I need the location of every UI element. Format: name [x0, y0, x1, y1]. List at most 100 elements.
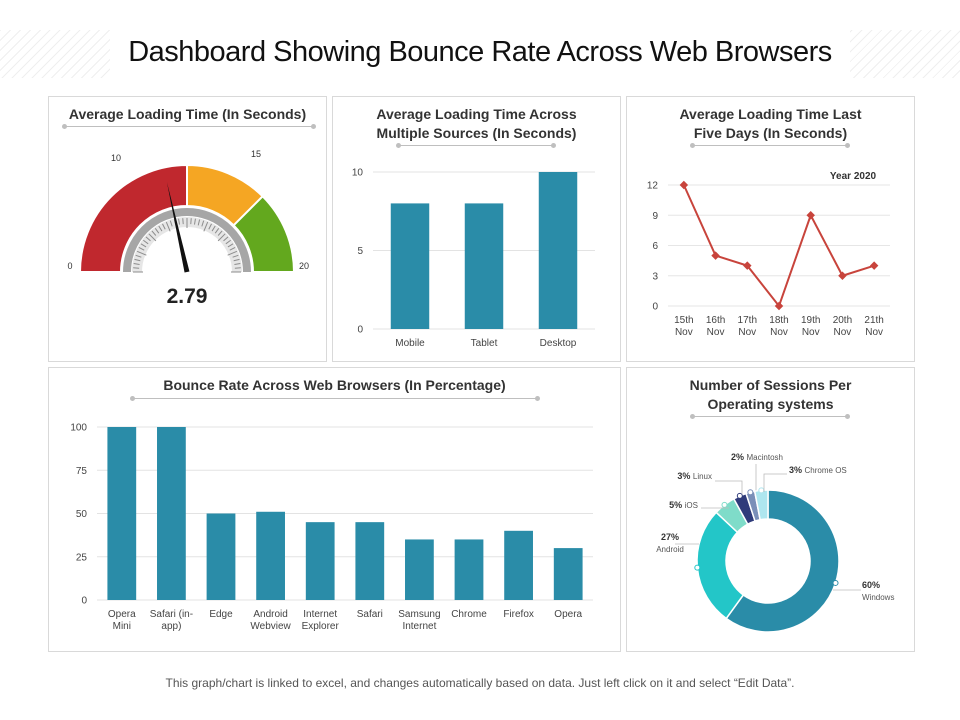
os-slice-marker	[694, 564, 701, 571]
days-xtick-label: Nov	[738, 327, 756, 338]
gauge-tick	[232, 254, 239, 258]
days-xtick-label: Nov	[675, 327, 693, 338]
sources-bar	[538, 172, 578, 329]
days-title: Average Loading Time Last Five Days (In …	[627, 105, 914, 143]
gauge-needle	[166, 182, 190, 273]
gauge-panel[interactable]: Average Loading Time (In Seconds) 0 10 15 2…	[48, 96, 327, 362]
days-line-chart[interactable]: 03691215thNov16thNov17thNov18thNov19thNo…	[627, 97, 914, 361]
bounce-xtick-label: Safari (in-	[150, 609, 193, 620]
gauge-tick	[135, 254, 142, 258]
days-xtick-label: Nov	[770, 327, 788, 338]
gauge-inner-ring	[123, 208, 251, 273]
days-legend: Year 2020	[830, 171, 877, 182]
os-slice-pct: 27%	[661, 532, 679, 542]
days-point	[711, 251, 720, 260]
days-point	[838, 271, 847, 280]
gauge-scale-label: 15	[251, 149, 261, 159]
os-panel[interactable]: Number of Sessions Per Operating systems…	[626, 367, 915, 652]
days-ytick-label: 6	[652, 241, 658, 252]
bounce-ytick-label: 25	[76, 552, 88, 563]
os-title-line-1: Number of Sessions Per	[689, 377, 852, 393]
days-title-line-1: Average Loading Time Last	[679, 106, 862, 122]
days-ytick-label: 0	[652, 302, 658, 313]
os-title-rule	[690, 414, 850, 419]
days-xtick-label: 17th	[738, 315, 757, 326]
os-slice-name: iOS	[685, 501, 698, 510]
bounce-xtick-label: app)	[161, 621, 181, 632]
days-ytick-label: 12	[647, 181, 659, 192]
bounce-bar	[206, 513, 236, 600]
bounce-xtick-label: Internet	[402, 621, 436, 632]
bounce-bar	[405, 539, 434, 600]
gauge-tick	[140, 243, 147, 248]
os-slice-marker	[721, 501, 728, 508]
os-slice-pct: 60%	[862, 580, 880, 590]
days-point	[774, 301, 784, 311]
gauge-tick	[214, 228, 220, 234]
os-slice-label: 2% Macintosh	[731, 452, 783, 462]
gauge-tick	[223, 236, 229, 242]
bounce-panel[interactable]: Bounce Rate Across Web Browsers (In Perc…	[48, 367, 621, 652]
gauge-tick	[203, 221, 209, 232]
os-slice-label: 3% Linux	[677, 471, 712, 481]
days-xtick-label: 21th	[864, 315, 883, 326]
os-title-line-2: Operating systems	[707, 396, 834, 412]
gauge-tick	[169, 220, 173, 227]
gauge-tick	[229, 247, 236, 251]
days-title-line-2: Five Days (In Seconds)	[693, 125, 848, 141]
sources-panel[interactable]: Average Loading Time Across Multiple Sou…	[332, 96, 621, 362]
bounce-title-rule	[130, 396, 540, 401]
os-slice-marker	[747, 489, 754, 496]
gauge-title-rule	[62, 124, 316, 129]
days-point	[679, 180, 689, 190]
days-point	[869, 261, 879, 270]
os-slice-marker	[832, 579, 839, 586]
gauge-tick	[227, 243, 234, 248]
gauge-tick	[143, 239, 149, 245]
sources-ytick-label: 10	[352, 168, 364, 179]
gauge-title: Average Loading Time (In Seconds)	[68, 106, 307, 122]
os-slice-marker	[736, 492, 743, 499]
gauge-tick	[233, 258, 240, 262]
gauge-tick	[234, 263, 241, 265]
gauge-chart[interactable]: 0 10 15 20 2.79	[49, 97, 326, 361]
gauge-tick	[201, 220, 205, 227]
bounce-bar	[256, 511, 285, 600]
os-slice-pct: 5%	[669, 500, 685, 510]
gauge-tick	[165, 221, 171, 232]
gauge-band-0	[78, 163, 188, 273]
bounce-ytick-label: 100	[70, 423, 87, 434]
gauge-tick	[154, 228, 160, 234]
bounce-xtick-label: Internet	[303, 609, 337, 620]
sources-title-line-1: Average Loading Time Across	[376, 106, 577, 122]
sources-ytick-label: 0	[357, 325, 363, 336]
sources-bar-chart[interactable]: 0 5 10 Mobile Tablet Desktop	[333, 97, 620, 361]
sources-xtick-label: Tablet	[471, 338, 498, 349]
os-slice-name: Macintosh	[747, 453, 783, 462]
gauge-tick	[217, 230, 223, 236]
os-slice-pct: 3%	[789, 465, 805, 475]
gauge-tick	[194, 218, 196, 225]
gauge-tick	[134, 258, 141, 262]
days-panel[interactable]: Average Loading Time Last Five Days (In …	[626, 96, 915, 362]
days-ytick-label: 9	[652, 211, 658, 222]
bounce-xtick-label: Chrome	[451, 609, 487, 620]
bounce-bar	[355, 522, 385, 600]
os-slice-marker	[758, 487, 765, 494]
gauge-value: 2.79	[167, 285, 208, 308]
bounce-xtick-label: Opera	[554, 609, 582, 620]
os-slice-name: Windows	[862, 593, 894, 602]
os-slice-label: 5% iOS	[669, 500, 698, 510]
sources-xtick-label: Mobile	[395, 338, 425, 349]
os-slice-pct: 2%	[731, 452, 747, 462]
os-donut-chart[interactable]: 60% Windows 27% Android 5% iOS 3% Linux 2% Mac…	[627, 368, 914, 651]
footer-note: This graph/chart is linked to excel, and…	[165, 676, 795, 690]
bounce-bar	[305, 522, 335, 600]
gauge-tick	[211, 225, 216, 232]
days-xtick-label: 20th	[833, 315, 852, 326]
bounce-xtick-label: Edge	[209, 609, 233, 620]
gauge-tick	[138, 247, 145, 251]
bounce-xtick-label: Android	[253, 609, 287, 620]
days-point	[806, 211, 815, 220]
